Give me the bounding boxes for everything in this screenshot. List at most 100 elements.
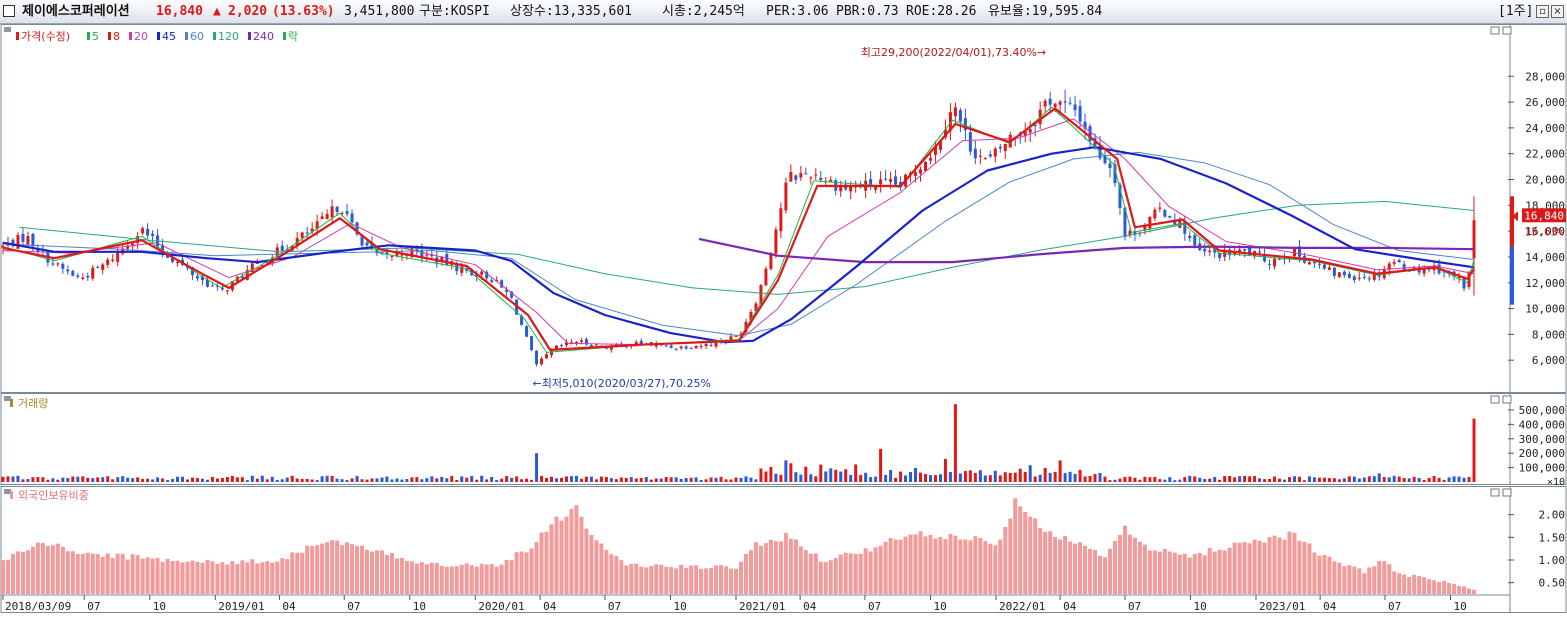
foreign-ratio-bar <box>808 553 813 594</box>
candle-body <box>81 277 85 279</box>
candle-body <box>1218 252 1222 258</box>
volume-bar <box>21 479 25 482</box>
foreign-ratio-bar <box>1013 498 1018 594</box>
foreign-ratio-bar <box>1192 553 1197 594</box>
volume-bar <box>1437 477 1441 482</box>
volume-bar <box>904 475 908 482</box>
foreign-ratio-bar <box>454 566 459 594</box>
panel-close-icon[interactable] <box>1502 26 1512 35</box>
volume-bar <box>415 477 419 482</box>
volume-bar <box>654 478 658 482</box>
volume-bar <box>490 477 494 482</box>
foreign-ratio-bar <box>215 563 220 594</box>
volume-bar <box>200 478 204 482</box>
volume-bar <box>205 479 209 482</box>
foreign-ratio-bar <box>1132 537 1137 594</box>
foreign-ratio-bar <box>1103 557 1108 594</box>
candle-body <box>1342 271 1346 276</box>
listed-shares: 상장수:13,335,601 <box>510 4 632 19</box>
foreign-ratio-bar <box>479 563 484 594</box>
foreign-ratio-bar <box>679 564 684 594</box>
panel-menu-icon[interactable] <box>4 27 11 32</box>
panel-maximize-icon[interactable] <box>1490 26 1500 35</box>
candle-body <box>530 335 534 350</box>
foreign-ratio-bar <box>953 535 958 594</box>
candle-body <box>1352 276 1356 281</box>
volume-bar <box>1452 476 1456 482</box>
candle-body <box>884 178 888 180</box>
volume-bar <box>629 477 633 482</box>
candle-body <box>1193 235 1197 246</box>
candle-body <box>889 179 893 182</box>
foreign-ratio-bar <box>300 552 305 594</box>
candle-body <box>914 172 918 176</box>
volume-bar <box>505 476 509 482</box>
maximize-icon[interactable]: ▫ <box>1536 5 1549 18</box>
candle-body <box>225 290 229 292</box>
volume-bar <box>609 478 613 482</box>
panel-maximize-icon[interactable] <box>1490 488 1500 497</box>
foreign-ratio-bar <box>1162 548 1167 594</box>
candle-body <box>260 265 264 267</box>
volume-bar <box>535 453 539 482</box>
volume-bar <box>101 477 105 482</box>
x-tick-label: 10 <box>1453 600 1466 613</box>
volume-bar <box>694 477 698 482</box>
foreign-ratio-bar <box>1038 527 1043 594</box>
volume-bar <box>1352 476 1356 482</box>
foreign-ratio-bar <box>729 568 734 594</box>
volume-bar <box>689 477 693 482</box>
foreign-ratio-bar <box>1187 557 1192 594</box>
foreign-ratio-bar <box>310 546 315 594</box>
ma8-line <box>2 107 1475 351</box>
window-checkbox[interactable] <box>3 5 15 17</box>
foreign-ratio-bar <box>20 551 25 594</box>
volume-bar <box>659 478 663 482</box>
volume-bar <box>1073 473 1077 482</box>
close-icon[interactable]: × <box>1551 5 1564 18</box>
volume-bar <box>639 477 643 482</box>
candle-body <box>923 161 927 172</box>
candle-body <box>500 280 504 288</box>
foreign-ratio-bar <box>743 553 748 594</box>
foreign-ratio-bar <box>459 564 464 594</box>
foreign-ratio-bar <box>414 563 419 594</box>
volume-bar <box>220 477 224 482</box>
volume-bar <box>225 477 229 482</box>
volume-bar <box>520 479 524 482</box>
foreign-ratio-bar <box>564 516 569 594</box>
foreign-ratio-bar <box>130 554 135 594</box>
foreign-ratio-bar <box>200 562 205 594</box>
volume-bar <box>1118 478 1122 482</box>
market-cap: 시총:2,245억 <box>662 4 745 19</box>
foreign-ratio-bar <box>1048 531 1053 594</box>
stock-chart[interactable]: 28,00026,00024,00022,00020,00018,00016,0… <box>0 24 1567 630</box>
candle-body <box>1148 217 1152 229</box>
foreign-ratio-bar <box>639 566 644 594</box>
foreign-ratio-bar <box>360 545 365 594</box>
foreign-ratio-bar <box>1307 543 1312 594</box>
candle-body <box>320 216 324 220</box>
candle-body <box>1248 248 1252 255</box>
candle-body <box>1153 209 1157 219</box>
panel-close-icon[interactable] <box>1502 488 1512 497</box>
panel-menu-icon[interactable] <box>4 396 11 401</box>
foreign-ratio-bar <box>25 550 30 594</box>
volume-bar <box>699 479 703 482</box>
panel-maximize-icon[interactable] <box>1490 395 1500 404</box>
volume-bar <box>41 477 45 482</box>
volume-bar <box>679 478 683 482</box>
volume-bar <box>1173 480 1177 482</box>
volume-bar <box>1068 471 1072 482</box>
foreign-ratio-bar <box>180 562 185 594</box>
foreign-ratio-bar <box>125 559 130 594</box>
foreign-ratio-bar <box>599 543 604 594</box>
panel-close-icon[interactable] <box>1502 395 1512 404</box>
panel-menu-icon[interactable] <box>4 489 11 494</box>
volume-bar <box>1407 478 1411 482</box>
volume-bar <box>121 476 125 482</box>
foreign-ratio-bar <box>90 553 95 594</box>
period-button[interactable]: [1주] <box>1498 4 1534 19</box>
candle-body <box>754 303 758 312</box>
candle-body <box>869 179 873 186</box>
